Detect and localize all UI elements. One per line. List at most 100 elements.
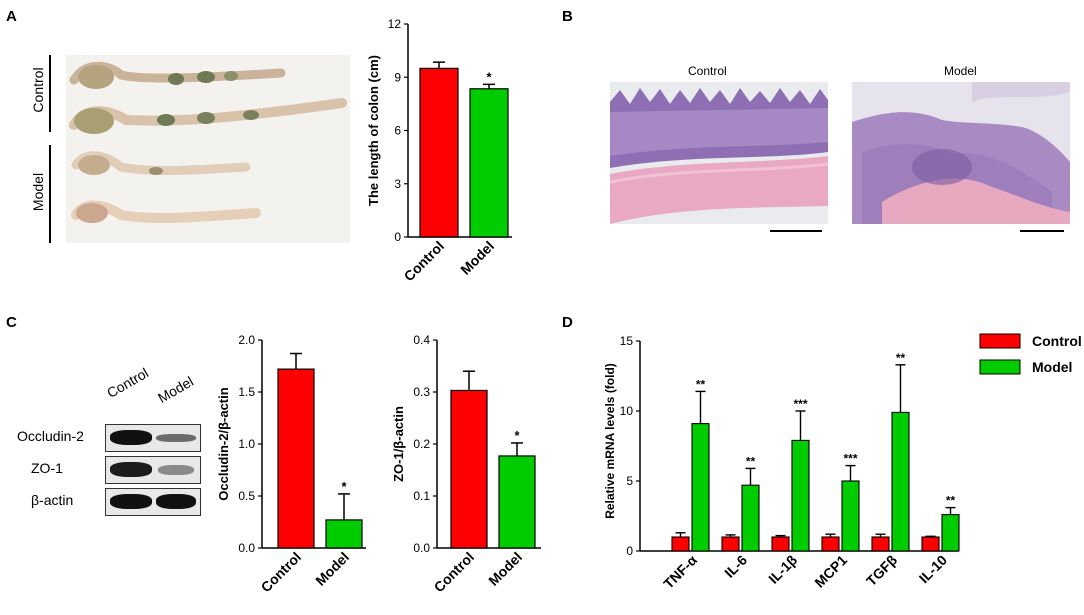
y-tick-label: 6	[394, 124, 401, 138]
bar-model-3	[841, 480, 860, 552]
y-tick-label: 1.5	[238, 385, 255, 399]
histology-control-image	[610, 82, 828, 224]
significance-mark: ***	[843, 452, 857, 466]
y-tick-label: 0.3	[413, 385, 430, 399]
y-tick-label: 0	[626, 544, 633, 558]
y-tick-label: 0.5	[238, 489, 255, 503]
wb-lane-model: Model	[155, 373, 197, 406]
significance-mark: **	[946, 494, 956, 508]
y-tick-label: 2.0	[238, 333, 255, 347]
significance-mark: **	[746, 454, 756, 468]
legend-label-control: Control	[1032, 333, 1082, 349]
photo-model-label: Model	[30, 172, 46, 212]
panel-c-letter: C	[6, 314, 17, 331]
control-scale-bar	[770, 230, 822, 232]
control-bracket	[49, 55, 51, 132]
histology-control-title: Control	[688, 64, 727, 78]
y-tick-label: 9	[394, 70, 401, 84]
histology-model-title: Model	[944, 64, 977, 78]
legend-label-model: Model	[1032, 359, 1072, 375]
wb-strip-actin	[105, 488, 201, 516]
x-tick-label: Model	[312, 549, 352, 589]
bar-control-3	[821, 536, 840, 552]
y-tick-label: 12	[388, 17, 402, 31]
y-axis-label: Occludin-2/β-actin	[216, 387, 231, 500]
legend-swatch-model	[979, 359, 1021, 375]
photo-control-label: Control	[30, 67, 46, 113]
y-tick-label: 15	[620, 334, 634, 348]
x-tick-label: Control	[258, 549, 305, 596]
colon-photo-svg	[69, 61, 347, 224]
x-tick-label: Model	[485, 549, 525, 589]
wb-band-actin-control	[110, 494, 152, 509]
wb-label-zo1: ZO-1	[31, 460, 63, 476]
panel-b-letter: B	[562, 8, 573, 25]
significance-mark: **	[896, 351, 906, 365]
wb-band-occludin-model	[156, 434, 196, 442]
mrna-chart: 0 5 10 15 Relative mRNA levels (fold) ** TNF-α…	[603, 333, 1082, 592]
wb-band-occludin-control	[110, 430, 152, 445]
bar-model	[469, 88, 509, 238]
bar-control-1	[721, 536, 740, 552]
model-bracket	[49, 145, 51, 243]
significance-mark: **	[696, 377, 706, 391]
x-tick-label: MCP1	[811, 552, 850, 591]
bar-model-4	[891, 411, 910, 552]
bar-control-0	[671, 536, 690, 552]
y-axis-label: ZO-1/β-actin	[391, 406, 406, 482]
panel-a-letter: A	[6, 8, 17, 25]
bar-model-2	[791, 439, 810, 552]
wb-strip-zo1	[105, 456, 201, 484]
significance-mark: *	[341, 479, 347, 494]
y-tick-label: 0.4	[413, 333, 430, 347]
x-tick-label: TGFβ	[863, 551, 900, 588]
x-tick-label: Model	[457, 238, 497, 278]
x-tick-label: Control	[401, 238, 448, 285]
x-tick-label: IL-1β	[765, 551, 800, 586]
significance-mark: *	[514, 428, 520, 443]
bar-control-2	[771, 536, 790, 552]
wb-lane-control: Control	[104, 364, 152, 401]
y-axis-label: The length of colon (cm)	[366, 55, 381, 206]
x-tick-label: IL-10	[916, 552, 951, 587]
wb-label-occludin: Occludin-2	[17, 428, 84, 444]
bar-model-0	[691, 423, 710, 552]
bar-control-4	[871, 536, 890, 552]
panel-d-letter: D	[562, 314, 573, 331]
bar-control	[277, 368, 315, 549]
y-tick-label: 1.0	[238, 437, 255, 451]
significance-mark: *	[486, 69, 492, 84]
y-tick-label: 3	[394, 177, 401, 191]
occludin-chart: 0.0 0.5 1.0 1.5 2.0 Occludin-2/β-actin Control…	[216, 333, 366, 596]
model-scale-bar	[1020, 230, 1064, 232]
x-tick-label: IL-6	[721, 552, 750, 581]
wb-strip-occludin	[105, 424, 201, 452]
wb-band-zo1-model	[158, 465, 194, 475]
wb-band-zo1-control	[110, 462, 152, 477]
colon-length-chart: 0 3 6 9 12 The length of colon (cm) Control * Mo…	[366, 17, 512, 285]
y-tick-label: 0	[394, 230, 401, 244]
bar-control-5	[921, 536, 940, 552]
y-tick-label: 10	[620, 404, 634, 418]
bar-model-1	[741, 484, 760, 552]
x-tick-label: TNF-α	[660, 552, 700, 592]
zo1-chart: 0.0 0.1 0.2 0.3 0.4 ZO-1/β-actin Control * Model	[391, 333, 541, 596]
y-tick-label: 5	[626, 474, 633, 488]
y-tick-label: 0.2	[413, 437, 430, 451]
y-tick-label: 0.0	[413, 541, 430, 555]
x-tick-label: Control	[431, 549, 478, 596]
wb-label-actin: β-actin	[31, 492, 74, 508]
significance-mark: ***	[793, 397, 807, 411]
wb-band-actin-model	[156, 494, 196, 509]
bar-control	[419, 67, 459, 238]
y-tick-label: 0.1	[413, 489, 430, 503]
colon-photo	[66, 55, 350, 243]
bar-model-5	[941, 514, 960, 552]
bar-model	[498, 455, 536, 549]
histology-model-image	[852, 82, 1070, 224]
bar-model	[325, 519, 363, 549]
y-axis-label: Relative mRNA levels (fold)	[603, 363, 617, 519]
y-tick-label: 0.0	[238, 541, 255, 555]
bar-control	[450, 389, 488, 549]
legend-swatch-control	[979, 333, 1021, 349]
